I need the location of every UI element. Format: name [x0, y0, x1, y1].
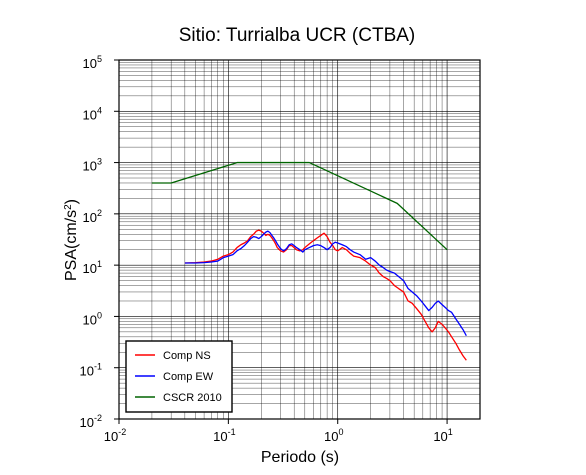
legend-label-comp-ns: Comp NS [163, 350, 211, 362]
y-tick-label-base: 10 [83, 56, 97, 71]
y-tick-label: 10-1 [80, 362, 102, 379]
y-tick-label: 101 [83, 259, 102, 276]
y-tick-label-base: 10 [80, 415, 94, 430]
y-tick-label-exp: -1 [94, 362, 102, 372]
y-tick-label-base: 10 [83, 210, 97, 225]
x-tick-label-exp: 0 [338, 427, 343, 437]
chart-title: Sitio: Turrialba UCR (CTBA) [179, 25, 416, 46]
y-axis-label-base: PSA(cm/s [63, 210, 80, 281]
y-tick-label: 105 [83, 54, 102, 71]
legend-label-cscr-2010: CSCR 2010 [163, 392, 222, 404]
legend-label-comp-ew: Comp EW [163, 371, 214, 383]
x-tick-label-base: 10 [433, 429, 447, 444]
series-layer [151, 161, 467, 361]
y-tick-label-exp: -2 [94, 413, 102, 423]
y-tick-label-base: 10 [80, 364, 94, 379]
y-axis-label: PSA(cm/s2) [63, 199, 81, 281]
y-tick-label: 103 [83, 157, 102, 174]
x-tick-label: 100 [324, 427, 343, 444]
x-tick-label-base: 10 [213, 429, 227, 444]
x-tick-label-exp: -2 [118, 427, 126, 437]
series-line-cscr-2010 [151, 161, 448, 251]
y-tick-label-exp: 1 [97, 259, 102, 269]
x-tick-label: 10-1 [213, 427, 235, 444]
y-tick-label: 10-2 [80, 413, 102, 430]
y-tick-label: 100 [83, 310, 102, 327]
y-axis-label-close: ) [63, 199, 80, 204]
x-tick-label-exp: 1 [448, 427, 453, 437]
y-tick-label-exp: 2 [97, 208, 102, 218]
x-tick-label: 10-2 [104, 427, 126, 444]
y-tick-label-exp: 3 [97, 157, 102, 167]
x-tick-label-base: 10 [324, 429, 338, 444]
y-tick-label: 104 [83, 105, 102, 122]
y-tick-label-base: 10 [83, 159, 97, 174]
y-tick-label-base: 10 [83, 261, 97, 276]
plot-frame [118, 59, 481, 420]
y-tick-label-exp: 0 [97, 310, 102, 320]
series-line-comp-ns [184, 229, 467, 361]
x-ticks: 10-2 10-1 100 101 [104, 419, 453, 444]
x-tick-label-base: 10 [104, 429, 118, 444]
x-tick-label: 101 [433, 427, 452, 444]
y-tick-label-base: 10 [83, 312, 97, 327]
series-line-comp-ew [184, 230, 467, 337]
y-tick-label: 102 [83, 208, 102, 225]
y-axis-label-sup: 2 [63, 204, 74, 210]
legend: Comp NS Comp EW CSCR 2010 [125, 340, 233, 413]
y-tick-label-base: 10 [83, 107, 97, 122]
y-tick-label-exp: 5 [97, 54, 102, 64]
x-tick-label-exp: -1 [228, 427, 236, 437]
y-tick-label-exp: 4 [97, 105, 102, 115]
x-axis-label: Periodo (s) [261, 449, 339, 466]
